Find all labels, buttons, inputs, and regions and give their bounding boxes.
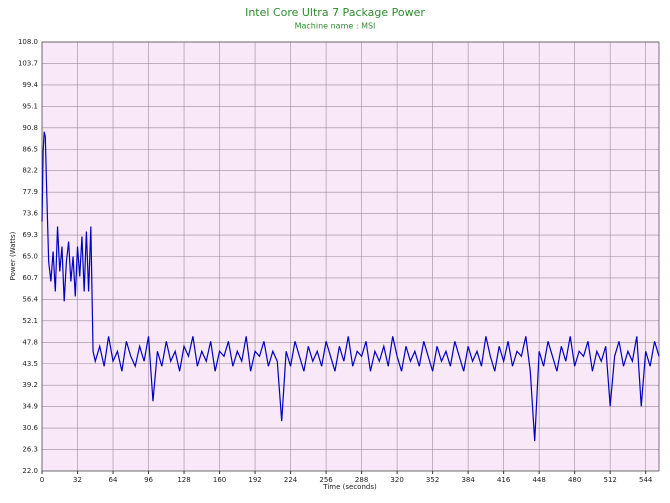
y-axis-label: Power (Watts) [9, 231, 17, 280]
x-tick-label: 160 [213, 476, 226, 484]
x-tick-label: 64 [109, 476, 118, 484]
y-tick-label: 22.0 [22, 467, 38, 475]
x-tick-label: 512 [603, 476, 616, 484]
chart-title: Intel Core Ultra 7 Package Power [245, 6, 425, 19]
y-tick-label: 86.5 [22, 145, 38, 153]
y-tick-label: 108.0 [18, 38, 38, 46]
x-axis-label: Time (seconds) [322, 483, 377, 491]
x-tick-label: 384 [461, 476, 475, 484]
y-tick-label: 77.9 [22, 188, 38, 196]
y-tick-label: 95.1 [22, 102, 38, 110]
x-tick-label: 224 [284, 476, 298, 484]
y-tick-label: 73.6 [22, 210, 38, 218]
chart-subtitle: Machine name : MSI [295, 22, 376, 31]
y-tick-label: 56.4 [22, 295, 38, 303]
y-tick-label: 52.1 [22, 317, 38, 325]
y-tick-label: 65.0 [22, 253, 38, 261]
y-tick-label: 90.8 [22, 124, 38, 132]
y-tick-label: 60.7 [22, 274, 38, 282]
x-tick-label: 192 [248, 476, 261, 484]
x-tick-label: 256 [319, 476, 333, 484]
y-tick-label: 26.3 [22, 446, 38, 454]
x-tick-label: 96 [144, 476, 153, 484]
x-tick-label: 352 [426, 476, 439, 484]
y-tick-label: 99.4 [22, 81, 38, 89]
y-tick-label: 39.2 [22, 381, 38, 389]
y-tick-label: 34.9 [22, 403, 38, 411]
x-tick-label: 480 [568, 476, 581, 484]
y-tick-label: 43.5 [22, 360, 38, 368]
x-tick-label: 448 [532, 476, 545, 484]
x-tick-label: 288 [355, 476, 368, 484]
x-tick-label: 416 [497, 476, 511, 484]
y-tick-label: 82.2 [22, 167, 38, 175]
x-tick-label: 544 [639, 476, 653, 484]
y-tick-label: 103.7 [18, 59, 38, 67]
x-tick-label: 0 [40, 476, 44, 484]
x-tick-label: 320 [390, 476, 403, 484]
y-tick-label: 47.8 [22, 338, 38, 346]
y-tick-label: 30.6 [22, 424, 38, 432]
y-tick-label: 69.3 [22, 231, 38, 239]
x-tick-label: 128 [177, 476, 190, 484]
data-line [41, 131, 660, 442]
x-tick-label: 32 [73, 476, 82, 484]
plot-border [41, 41, 660, 472]
